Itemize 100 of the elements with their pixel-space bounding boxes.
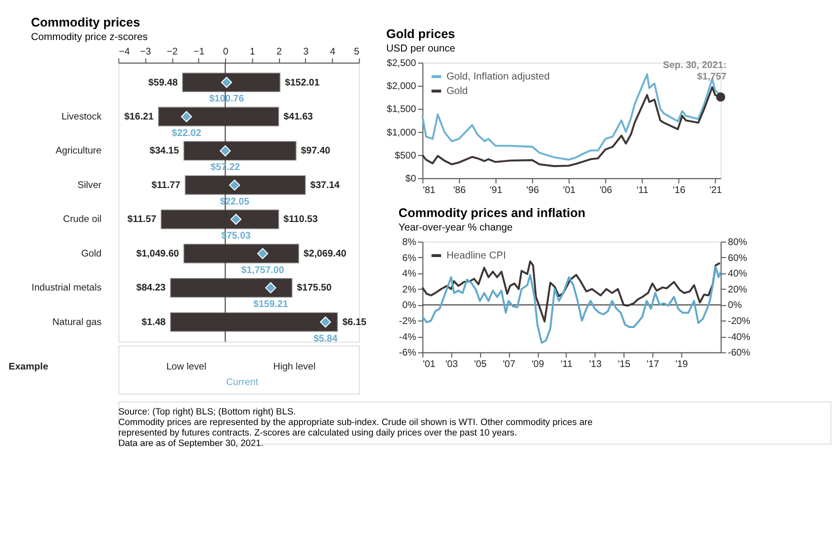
text: Low level	[166, 362, 206, 373]
x-tick-label: '19	[675, 359, 688, 370]
legend-label: Gold, Inflation adjusted	[446, 72, 550, 83]
x-tick-label: 1	[250, 46, 256, 58]
annotation: $110.53	[284, 214, 318, 226]
y-tick-label: 4%	[402, 268, 417, 280]
annotation: $97.40	[300, 146, 330, 157]
x-tick-label: '01	[562, 185, 576, 196]
annotation: $11.77	[151, 180, 180, 191]
y-tick-label: Silver	[77, 180, 102, 191]
text: Example	[8, 362, 49, 373]
y-tick-label: Livestock	[61, 111, 102, 122]
annotation: $6.15	[342, 316, 368, 328]
line-series	[421, 266, 722, 344]
annotation: $41.63	[284, 111, 313, 122]
annotation: $37.14	[310, 180, 340, 191]
annotation: $152.01	[284, 77, 320, 88]
legend-label: Gold	[446, 86, 468, 97]
x-tick-label: '16	[672, 185, 686, 196]
text: represented by futures contracts. Z-scores are calculated using daily prices over the past 10 years.	[118, 428, 517, 438]
x-tick-label: '86	[453, 185, 466, 196]
annotation: $2,069.40	[304, 248, 346, 260]
y-tick-label: $500	[394, 150, 416, 162]
x-tick-label: '17	[646, 359, 660, 370]
y-tick-label: $1,000	[386, 127, 416, 138]
annotation: $1,757.00	[241, 264, 284, 276]
annotation: $34.15	[150, 146, 180, 157]
y-tick-label: Agriculture	[56, 146, 102, 157]
annotation: $84.23	[136, 282, 166, 294]
y-tick-label: 2%	[402, 284, 417, 296]
chart-subtitle: Commodity price z-scores	[30, 32, 148, 44]
x-tick-label: '11	[636, 185, 648, 196]
annotation: $1,049.60	[136, 248, 180, 260]
point	[320, 316, 331, 328]
x-tick-label: '13	[589, 359, 602, 370]
point	[180, 111, 192, 122]
y-tick-label: 6%	[402, 252, 417, 264]
y2-tick-label: 80%	[728, 237, 748, 248]
y-tick-label: Crude oil	[63, 214, 102, 226]
text: Commodity prices are represented by the appropriate sub-index. Crude oil shown is WTI. Other commodity prices are	[118, 416, 593, 427]
x-tick-label: '21	[709, 185, 722, 196]
x-tick-label: '05	[474, 359, 487, 370]
chart-title: Gold prices	[386, 27, 456, 42]
y-tick-label: -4%	[399, 332, 417, 343]
x-tick-label: '07	[502, 359, 516, 370]
chart-title: Commodity prices and inflation	[398, 206, 586, 220]
x-tick-label: 2	[276, 46, 282, 58]
x-tick-label: 0	[223, 46, 228, 58]
chart-subtitle: Year-over-year % change	[398, 222, 514, 234]
point	[230, 214, 242, 225]
chart-title: Commodity prices	[30, 16, 140, 30]
x-tick-label: −3	[140, 46, 152, 58]
annotation: Sep. 30, 2021: $1,757	[662, 60, 726, 83]
line-series	[421, 260, 721, 322]
y-tick-label: $1,500	[386, 104, 416, 116]
x-tick-label: '11	[560, 359, 573, 370]
annotation: $11.57	[127, 214, 156, 226]
y2-tick-label: 40%	[728, 268, 748, 280]
x-tick-label: '01	[422, 359, 436, 370]
annotation: $5.84	[313, 333, 338, 344]
annotation: $1.48	[142, 316, 166, 328]
point	[257, 248, 268, 260]
point	[229, 180, 240, 191]
x-tick-label: −2	[166, 46, 178, 58]
y-tick-label: Industrial metals	[32, 282, 102, 294]
x-tick-label: '96	[526, 185, 539, 196]
y-tick-label: -6%	[399, 348, 417, 359]
annotation: $16.21	[124, 111, 154, 122]
x-tick-label: '91	[490, 185, 502, 196]
chart-subtitle: USD per ounce	[386, 44, 456, 55]
y2-tick-label: -60%	[728, 348, 751, 359]
annotation: $22.02	[172, 128, 202, 139]
y-tick-label: $2,000	[386, 81, 416, 92]
x-tick-label: 4	[330, 46, 336, 58]
annotation: $175.50	[296, 282, 332, 294]
y2-tick-label: -40%	[728, 332, 751, 343]
y-tick-label: Gold	[81, 248, 102, 260]
text: High level	[273, 362, 316, 373]
y2-tick-label: 0%	[728, 300, 742, 312]
text: Data are as of September 30, 2021.	[118, 438, 264, 448]
y2-tick-label: -20%	[728, 316, 751, 328]
x-tick-label: 3	[303, 46, 309, 58]
x-tick-label: '03	[445, 359, 458, 370]
x-tick-label: '06	[600, 185, 612, 196]
x-tick-label: −4	[118, 46, 130, 58]
legend-label: Headline CPI	[446, 250, 506, 262]
source-note: Source: (Top right) BLS; (Bottom right) BLS.	[118, 406, 296, 416]
y2-tick-label: 20%	[728, 284, 748, 296]
y2-tick-label: 60%	[728, 252, 748, 264]
text: Current	[226, 377, 258, 388]
point	[221, 76, 232, 88]
x-tick-label: '09	[532, 359, 544, 370]
point	[220, 145, 231, 156]
y-tick-label: $0	[405, 174, 416, 185]
x-tick-label: 5	[354, 46, 360, 58]
x-tick-label: '15	[618, 359, 630, 370]
annotation: $159.21	[253, 299, 289, 310]
point	[265, 282, 276, 294]
y-tick-label: 0%	[402, 300, 417, 312]
x-tick-label: −1	[194, 46, 204, 58]
